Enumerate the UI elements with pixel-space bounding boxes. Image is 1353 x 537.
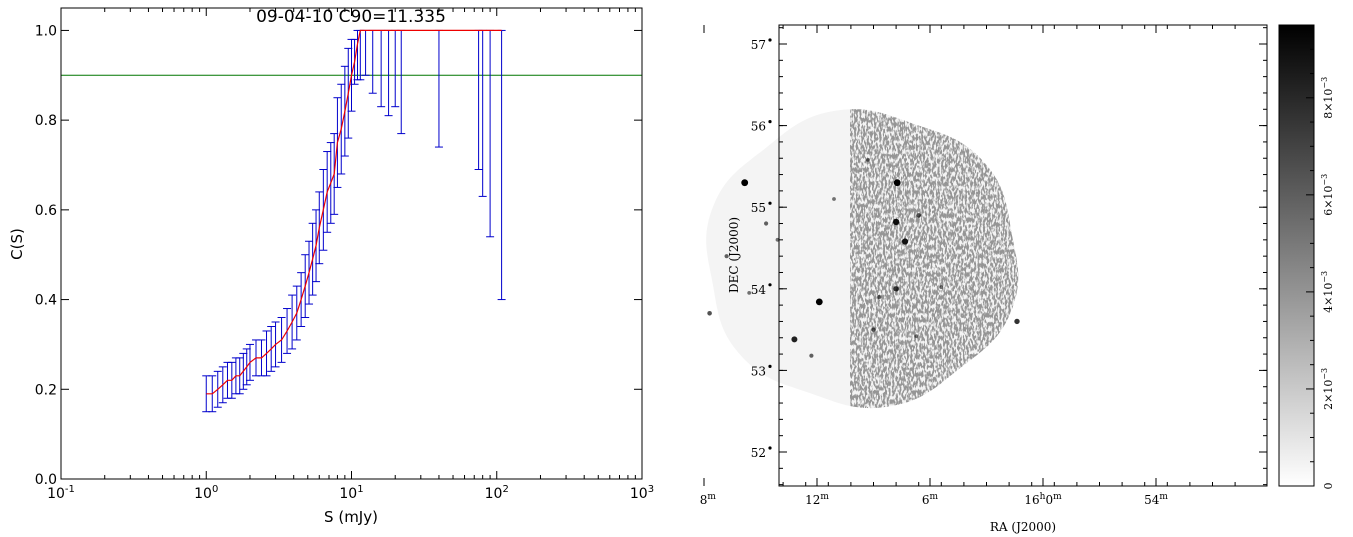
error-bar xyxy=(391,29,400,108)
colorbar-tick-label: 4×10−3 xyxy=(1320,271,1335,313)
degree-symbol xyxy=(768,120,772,124)
series-line xyxy=(206,29,502,395)
error-bar xyxy=(368,29,377,94)
colorbar xyxy=(1278,24,1315,487)
radio-source xyxy=(902,238,909,245)
y-tick-label: 0.0 xyxy=(35,472,57,488)
radio-source xyxy=(892,218,900,226)
ra-tick-label: 18m xyxy=(700,492,716,507)
sky-image xyxy=(706,109,1020,409)
y-tick-label: 0.8 xyxy=(35,113,57,129)
plot-area xyxy=(61,29,642,413)
y-tick-label: 0.2 xyxy=(35,382,57,398)
x-tick-label: 102 xyxy=(485,484,509,502)
error-bar xyxy=(486,29,495,238)
colorbar-tick-label: 8×10−3 xyxy=(1320,77,1335,119)
error-bar xyxy=(478,29,487,197)
radio-source xyxy=(871,327,876,332)
radio-source xyxy=(1014,318,1020,325)
radio-source xyxy=(914,334,919,338)
dec-tick-label: 52 xyxy=(751,446,766,460)
radio-source xyxy=(815,298,823,306)
radio-source xyxy=(916,213,921,218)
ra-tick-label: 16h0m xyxy=(1024,492,1062,507)
radio-source xyxy=(939,285,944,290)
radio-source xyxy=(764,221,769,226)
y-tick-label: 1.0 xyxy=(35,23,57,39)
colorbar-tick-label: 6×10−3 xyxy=(1320,174,1335,216)
dec-tick-label: 53 xyxy=(751,364,766,378)
dec-tick-label: 57 xyxy=(751,38,766,52)
radio-source xyxy=(707,311,712,316)
map-frame xyxy=(778,24,1268,487)
radio-source xyxy=(741,179,749,187)
colorbar-tick-label: 0 xyxy=(1322,483,1335,490)
radio-source xyxy=(893,179,901,187)
error-bar xyxy=(361,29,370,76)
radio-source xyxy=(775,237,780,242)
radio-source xyxy=(893,286,899,292)
radio-source xyxy=(724,254,729,259)
ra-tick-label: 12m xyxy=(805,492,829,507)
degree-symbol xyxy=(768,283,772,287)
x-tick-label: 101 xyxy=(339,484,363,502)
y-tick-label: 0.6 xyxy=(35,203,57,219)
noise-texture xyxy=(850,109,1019,409)
degree-symbol xyxy=(768,446,772,450)
error-bar xyxy=(474,29,483,170)
colorbar-tick-label: 2×10−3 xyxy=(1320,368,1335,410)
x-tick-label: 103 xyxy=(630,484,654,502)
error-bar xyxy=(497,29,506,301)
degree-symbol xyxy=(768,38,772,42)
radio-source xyxy=(809,353,814,358)
error-bar xyxy=(397,29,406,135)
x-tick-label: 100 xyxy=(194,484,218,502)
y-tick-label: 0.4 xyxy=(35,293,57,309)
chart-title: 09-04-10 C90=11.335 xyxy=(256,7,446,27)
ra-tick-label: 54m xyxy=(1144,492,1168,507)
degree-symbol xyxy=(768,201,772,205)
dec-tick-label: 55 xyxy=(751,201,766,215)
dec-tick-label: 56 xyxy=(751,120,766,134)
radio-source xyxy=(832,197,836,201)
radio-source xyxy=(747,291,752,295)
radio-source xyxy=(877,294,882,300)
y-axis-label: C(S) xyxy=(8,228,26,260)
error-bar xyxy=(384,29,393,117)
completeness-chart: 09-04-10 C90=11.335 10-1 100 101 102 103 0.0… xyxy=(8,7,654,526)
radio-source xyxy=(791,336,798,343)
x-axis-label: S (mJy) xyxy=(324,508,378,526)
error-bar xyxy=(434,29,443,148)
ra-axis-label: RA (J2000) xyxy=(990,520,1056,534)
dec-axis-label: DEC (J2000) xyxy=(727,217,741,293)
dec-tick-label: 54 xyxy=(751,283,767,297)
error-bar xyxy=(377,29,386,108)
radio-source xyxy=(865,158,870,162)
ra-tick-label: 6m xyxy=(922,492,939,507)
degree-symbol xyxy=(768,364,772,368)
